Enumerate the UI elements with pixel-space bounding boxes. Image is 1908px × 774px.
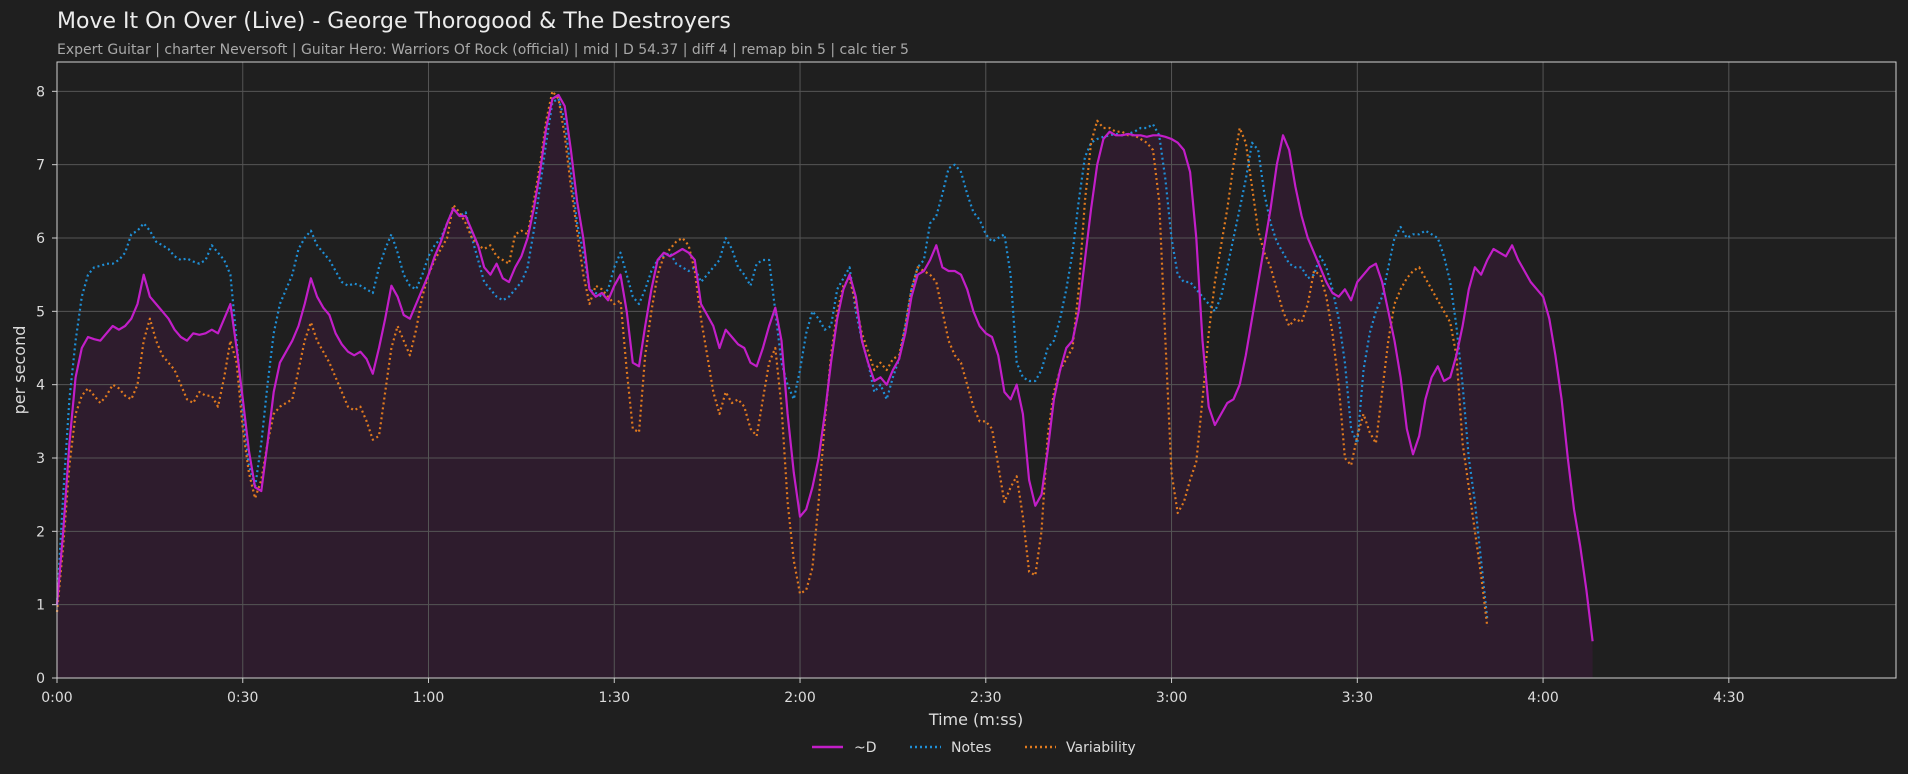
legend-label-variability: Variability [1066,740,1136,756]
y-tick-label: 1 [36,598,45,614]
x-tick-label: 4:00 [1527,690,1558,706]
y-tick-label: 6 [36,231,45,247]
y-tick-label: 2 [36,524,45,540]
x-tick-label: 0:00 [41,690,72,706]
y-tick-label: 0 [36,671,45,687]
series-d-area [57,95,1593,678]
y-axis-label: per second [10,326,29,415]
y-tick-label: 3 [36,451,45,467]
plot-area: 0 1 2 3 4 5 6 7 8 0:00 0:30 1:00 1:30 2:00 2:30 3:00 3:3… [36,61,1897,706]
chart-subtitle: Expert Guitar | charter Neversoft | Guit… [57,42,909,58]
series-d-line [55,93,1594,642]
x-tick-label: 1:30 [599,690,630,706]
x-tick-label: 3:30 [1342,690,1373,706]
x-tick-label: 2:30 [970,690,1001,706]
y-tick-label: 8 [36,84,45,100]
y-tick-label: 7 [36,158,45,174]
series-variability-line [55,90,1489,627]
y-tick-label: 5 [36,304,45,320]
x-tick-label: 3:00 [1156,690,1187,706]
x-axis-label: Time (m:ss) [928,710,1023,729]
legend: ~D Notes Variability [812,740,1136,756]
y-tick-label: 4 [36,378,45,394]
chart-title: Move It On Over (Live) - George Thorogoo… [57,9,731,34]
x-tick-label: 0:30 [227,690,258,706]
x-tick-label: 2:00 [784,690,815,706]
plot-frame [56,61,1897,679]
x-tick-label: 1:00 [413,690,444,706]
legend-label-notes: Notes [951,740,991,756]
x-tick-label: 4:30 [1713,690,1744,706]
legend-label-d: ~D [854,740,877,756]
